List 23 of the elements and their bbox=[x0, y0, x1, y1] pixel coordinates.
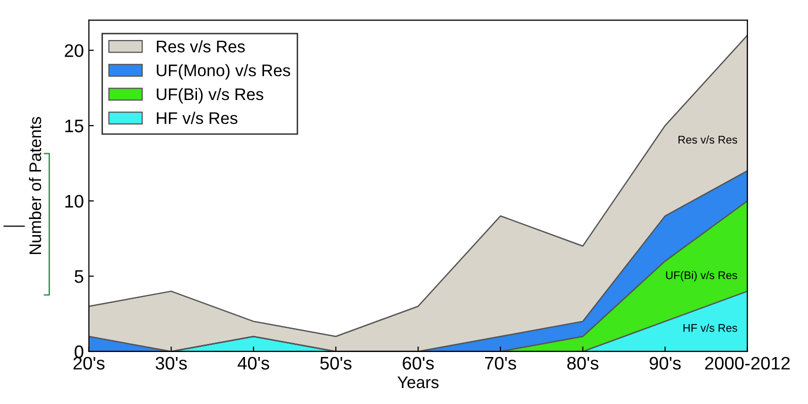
y-axis-title: Number of Patents bbox=[28, 116, 42, 254]
annotation: HF v/s Res bbox=[683, 324, 738, 332]
y-tick-label: 0 bbox=[74, 345, 84, 358]
legend-label: UF(Bi) v/s Res bbox=[156, 88, 264, 104]
annotation: Res v/s Res bbox=[678, 135, 738, 144]
x-tick-label: 80's bbox=[567, 356, 598, 370]
x-tick-label: 40's bbox=[238, 356, 270, 370]
x-tick-label: 50's bbox=[320, 356, 352, 370]
legend-label: HF v/s Res bbox=[156, 112, 238, 124]
legend-label: UF(Mono) v/s Res bbox=[156, 64, 290, 80]
annotation: UF(Bi) v/s Res bbox=[666, 271, 738, 282]
x-tick-label: 2000-2012 bbox=[705, 356, 790, 370]
x-tick-label: 60's bbox=[402, 356, 434, 370]
y-tick-label: 15 bbox=[65, 120, 84, 132]
x-tick-label: 90's bbox=[650, 356, 681, 370]
y-tick-label: 5 bbox=[74, 270, 84, 283]
x-tick-label: 70's bbox=[485, 356, 516, 370]
x-tick-label: 20's bbox=[74, 356, 105, 370]
legend-label: Res v/s Res bbox=[156, 40, 245, 52]
y-tick-label: 20 bbox=[64, 44, 84, 58]
x-axis-title: Years bbox=[398, 376, 439, 388]
y-tick-label: 10 bbox=[65, 194, 84, 208]
x-tick-label: 30's bbox=[156, 356, 187, 370]
